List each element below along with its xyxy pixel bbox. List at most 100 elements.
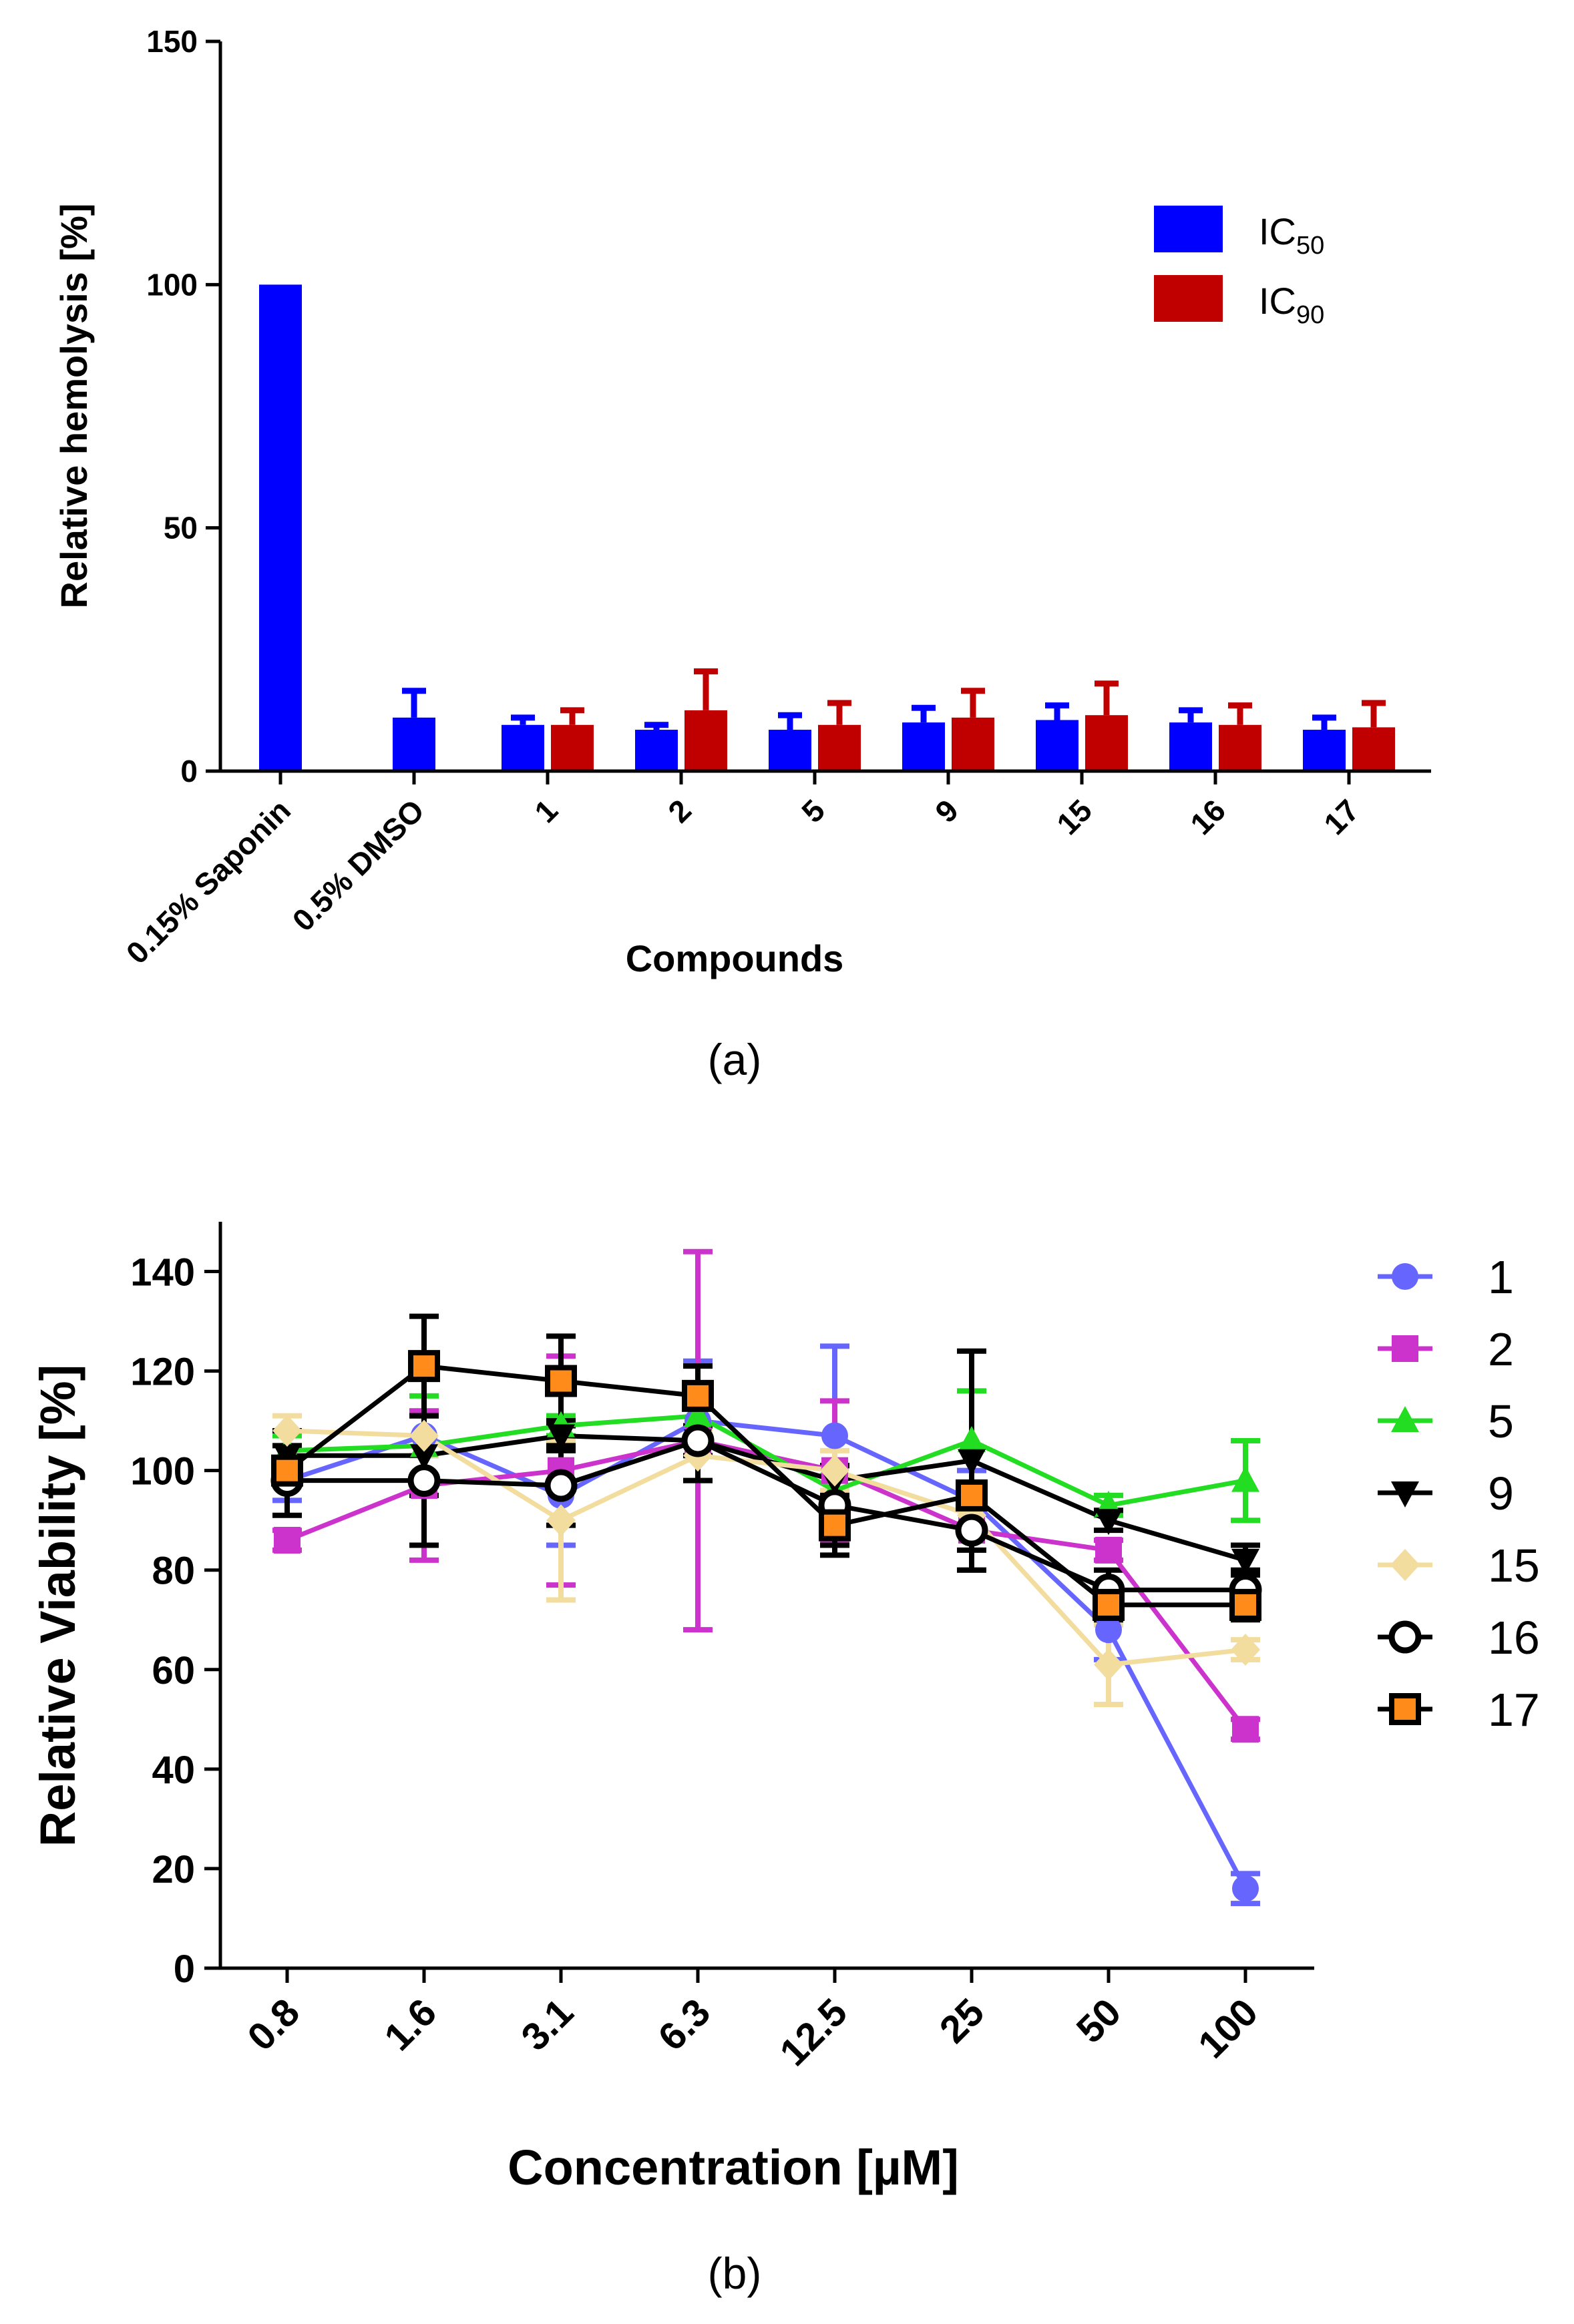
line-series-5: [286, 1413, 1246, 1508]
point-17-6-3: [682, 1379, 714, 1412]
legend-entry-16: 16: [1378, 1612, 1540, 1664]
point-17-25: [956, 1479, 988, 1512]
point-9-50: [1095, 1509, 1123, 1536]
bar-ic50-9: [902, 722, 945, 771]
panel-a-y-tick-label: 0: [180, 754, 198, 788]
legend-marker-9: [1391, 1481, 1419, 1507]
legend-entry-2: 2: [1378, 1323, 1514, 1375]
legend-swatch-ic50: [1154, 206, 1223, 252]
line-series-16: [287, 1438, 1245, 1593]
panel-a-x-tick-label-15: 15: [1050, 792, 1099, 841]
panel-b-x-tick-label-1-6: 1.6: [376, 1990, 445, 2059]
panel-b-y-tick-label: 140: [130, 1251, 195, 1295]
legend-marker-16: [1388, 1620, 1422, 1654]
markers-series-17: [271, 1350, 1261, 1621]
bar-ic50-5: [769, 730, 811, 771]
point-1-100: [1232, 1875, 1259, 1902]
point-16-6-3: [681, 1424, 715, 1457]
bar-ic90-15: [1085, 715, 1128, 771]
panel-b-y-tick-label: 120: [130, 1351, 195, 1394]
bar-ic90-2: [684, 710, 727, 771]
panel-b-x-tick-label-0-8: 0.8: [239, 1990, 308, 2059]
bar-ic50-15: [1036, 720, 1078, 771]
panel-a-label: (a): [708, 1035, 762, 1084]
panel-b-x-ticks: 0.8 1.6 3.1 6.3 12.5 25 50 100: [239, 1968, 1266, 2074]
panel-a-x-tick-label-17: 17: [1317, 792, 1366, 841]
panel-a-x-tick-label-0-5-dmso: 0.5% DMSO: [286, 792, 431, 938]
legend-label-ic90-sub: 90: [1296, 301, 1324, 329]
panel-a-y-axis-title: Relative hemolysis [%]: [53, 204, 95, 609]
panel-a-y-tick-label: 100: [146, 267, 198, 302]
bar-ic90-5: [818, 724, 861, 771]
panel-a-legend: IC50 IC90: [1154, 206, 1324, 329]
point-15-100: [1231, 1633, 1260, 1666]
legend-label-ic90: IC90: [1259, 280, 1324, 329]
point-5-100: [1231, 1465, 1259, 1492]
legend-label-16: 16: [1488, 1612, 1540, 1664]
panel-b-x-tick-label-50: 50: [1068, 1990, 1130, 2052]
panel-a-x-tick-label-0-15-saponin: 0.15% Saponin: [120, 792, 297, 970]
panel-a-x-tick-label-5: 5: [795, 792, 831, 829]
legend-marker-15: [1390, 1549, 1420, 1581]
legend-entry-1: 1: [1378, 1251, 1514, 1303]
panel-a-x-tick-label-9: 9: [928, 792, 965, 829]
bar-ic50-1: [502, 724, 544, 771]
bar-ic50-2: [635, 730, 678, 771]
panel-a-x-tick-label-16: 16: [1183, 792, 1232, 841]
line-series-17: [285, 1363, 1245, 1608]
panel-a-y-tick-label: 150: [146, 24, 198, 59]
legend-entry-5: 5: [1378, 1395, 1514, 1447]
legend-marker-2: [1392, 1335, 1418, 1362]
bar-ic50-17: [1303, 730, 1346, 771]
panel-a-x-tick-label-2: 2: [661, 792, 698, 829]
bar-ic50-0-15-saponin: [259, 284, 302, 771]
point-15-12-5: [820, 1454, 849, 1487]
point-15-0-8: [272, 1415, 302, 1447]
bar-ic90-9: [952, 717, 994, 771]
point-16-25: [955, 1514, 988, 1547]
legend-label-17: 17: [1488, 1684, 1540, 1736]
panel-b-label: (b): [708, 2249, 762, 2298]
point-1-12-5: [821, 1422, 848, 1449]
panel-a-y-ticks: 0 50 100 150: [146, 24, 220, 788]
legend-entry-15: 15: [1378, 1540, 1540, 1592]
legend-label-2: 2: [1488, 1323, 1514, 1375]
panel-b-x-tick-label-6-3: 6.3: [650, 1990, 719, 2059]
legend-marker-1: [1392, 1263, 1418, 1290]
line-series-1: [286, 1418, 1248, 1890]
point-9-3-1: [547, 1424, 575, 1451]
legend-swatch-ic90: [1154, 275, 1223, 322]
panel-b-legend: 1 2 5 9 15 16 17: [1378, 1251, 1540, 1736]
panel-b-x-axis-title: Concentration [µM]: [508, 2140, 959, 2195]
legend-label-9: 9: [1488, 1467, 1514, 1520]
point-15-3-1: [546, 1504, 576, 1537]
legend-entry-17: 17: [1378, 1684, 1540, 1736]
panel-b-x-tick-label-12-5: 12.5: [771, 1990, 855, 2074]
panel-b-y-tick-label: 40: [152, 1749, 195, 1792]
bar-ic50-16: [1169, 722, 1212, 771]
point-17-50: [1093, 1588, 1125, 1621]
panel-a-x-axis-title: Compounds: [626, 937, 844, 979]
point-9-100: [1231, 1548, 1259, 1575]
legend-label-15: 15: [1488, 1540, 1540, 1592]
bar-ic90-1: [551, 724, 594, 771]
panel-b-y-tick-label: 100: [130, 1450, 195, 1493]
panel-b-x-tick-label-3-1: 3.1: [513, 1990, 582, 2059]
legend-entry-9: 9: [1378, 1467, 1514, 1520]
point-5-25: [958, 1425, 986, 1452]
point-15-1-6: [409, 1419, 439, 1452]
legend-label-1: 1: [1488, 1251, 1514, 1303]
point-2-0-8: [274, 1527, 301, 1554]
panel-b-y-tick-label: 60: [152, 1649, 195, 1692]
legend-label-ic50: IC50: [1259, 210, 1324, 260]
point-9-25: [958, 1449, 986, 1475]
point-2-100: [1232, 1716, 1259, 1743]
panel-b-x-tick-label-25: 25: [932, 1990, 993, 2052]
panel-b-series: [270, 1248, 1262, 1907]
point-16-1-6: [407, 1464, 441, 1497]
point-2-50: [1095, 1536, 1122, 1564]
bar-ic90-16: [1219, 724, 1261, 771]
point-9-1-6: [410, 1444, 438, 1471]
panel-b-y-tick-label: 20: [152, 1848, 195, 1891]
